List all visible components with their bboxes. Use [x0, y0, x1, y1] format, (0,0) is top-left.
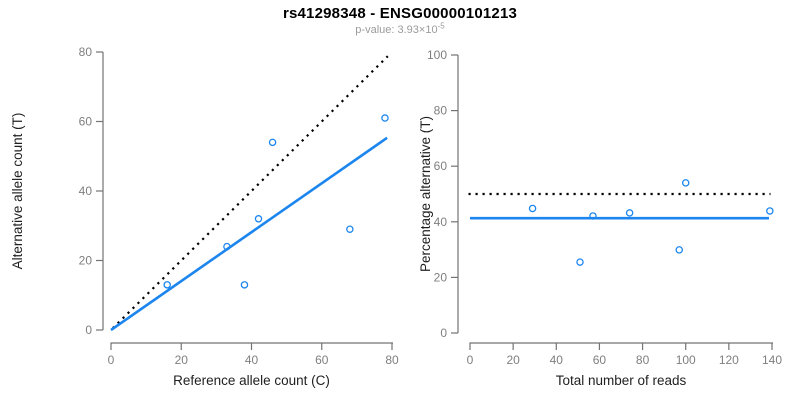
- x-tick-label: 120: [719, 353, 739, 367]
- data-point: [576, 258, 584, 266]
- identity-line: [111, 55, 389, 330]
- x-tick-label: 0: [467, 353, 474, 367]
- data-point: [381, 114, 389, 122]
- y-tick-label: 60: [434, 159, 448, 173]
- scatter-allele-counts: 0 20 40 60 80 0 20 40 60 80 Reference allele count…: [10, 45, 399, 388]
- x-tick-label: 80: [636, 353, 650, 367]
- x-tick-label: 60: [593, 353, 607, 367]
- x-tick-label: 60: [315, 353, 329, 367]
- y-tick-label: 80: [79, 45, 93, 59]
- x-tick-label: 20: [506, 353, 520, 367]
- y-tick-label: 80: [434, 104, 448, 118]
- x-tick-label: 40: [245, 353, 259, 367]
- data-point: [589, 212, 597, 220]
- y-tick-label: 20: [79, 254, 93, 268]
- scatter-percentage-vs-reads: 0 20 40 60 80 100 0 20 40 60 80 100 120 140 Total numb…: [420, 48, 782, 388]
- regression-line: [110, 136, 388, 332]
- data-point: [675, 246, 683, 254]
- data-point: [240, 281, 249, 289]
- x-tick-label: 40: [550, 353, 564, 367]
- data-point: [625, 209, 634, 217]
- figure-subtitle: p-value: 3.93×10-5: [0, 21, 800, 36]
- y-tick-label: 100: [427, 48, 447, 62]
- y-tick-label: 40: [434, 215, 448, 229]
- x-tick-label: 0: [108, 353, 115, 367]
- pvalue-base: p-value: 3.93×10: [355, 24, 438, 36]
- data-point: [223, 242, 231, 251]
- pvalue-exponent: -5: [437, 21, 445, 31]
- data-point: [766, 207, 774, 215]
- data-point: [346, 225, 354, 233]
- y-tick-label: 20: [434, 270, 448, 284]
- data-point: [254, 215, 263, 223]
- x-tick-label: 140: [762, 353, 782, 367]
- y-tick-label: 60: [79, 115, 93, 129]
- y-axis-title: Alternative allele count (T): [10, 113, 25, 270]
- figure-title: rs41298348 - ENSG00000101213: [282, 5, 518, 22]
- data-point: [163, 281, 171, 289]
- x-axis-title: Total number of reads: [556, 373, 687, 388]
- y-tick-label: 0: [440, 326, 447, 340]
- data-point: [528, 204, 537, 213]
- y-tick-label: 0: [85, 323, 92, 337]
- y-axis-title: Percentage alternative (T): [420, 116, 433, 272]
- x-axis-title: Reference allele count (C): [173, 373, 330, 388]
- data-point: [681, 179, 690, 187]
- x-tick-label: 20: [175, 353, 189, 367]
- x-tick-label: 80: [385, 353, 399, 367]
- data-point: [268, 138, 277, 147]
- x-tick-label: 100: [676, 353, 696, 367]
- y-tick-label: 40: [79, 184, 93, 198]
